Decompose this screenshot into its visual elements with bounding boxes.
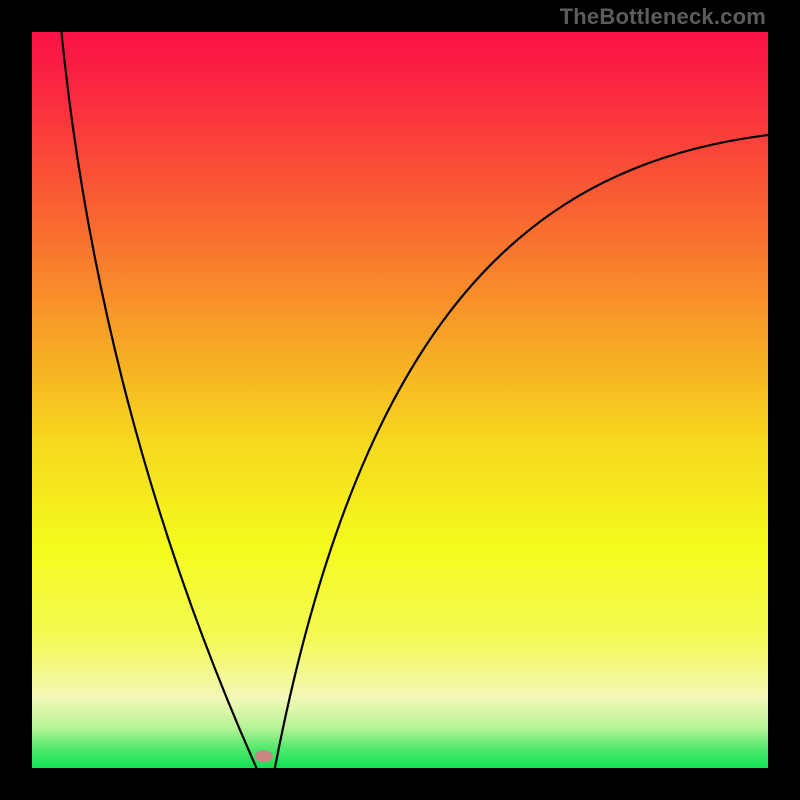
curve-left-branch — [61, 32, 256, 768]
curve-svg — [32, 32, 768, 768]
plot-area — [32, 32, 768, 768]
chart-frame: TheBottleneck.com — [0, 0, 800, 800]
min-marker — [255, 750, 273, 762]
watermark-text: TheBottleneck.com — [560, 4, 766, 30]
curve-right-branch — [275, 135, 768, 768]
